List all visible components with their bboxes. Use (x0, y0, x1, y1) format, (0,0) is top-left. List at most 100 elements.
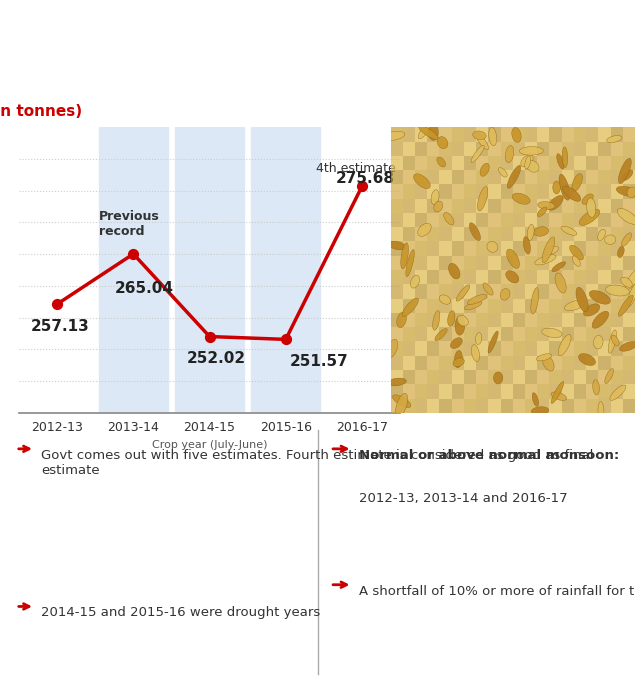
Ellipse shape (472, 131, 486, 140)
Bar (586, 256, 598, 270)
Text: 251.57: 251.57 (290, 354, 349, 369)
Bar (500, 341, 513, 356)
Ellipse shape (488, 331, 498, 353)
Bar (488, 299, 500, 313)
Bar (562, 227, 574, 241)
Ellipse shape (552, 262, 566, 272)
Bar (623, 341, 635, 356)
Bar (464, 270, 476, 284)
Bar (451, 327, 464, 341)
Bar (476, 127, 488, 142)
Ellipse shape (533, 227, 549, 236)
Ellipse shape (521, 155, 533, 167)
Bar (427, 313, 439, 327)
Ellipse shape (388, 241, 406, 250)
Ellipse shape (471, 345, 479, 361)
Ellipse shape (548, 195, 563, 211)
Bar (549, 284, 562, 299)
Bar (439, 156, 451, 170)
Bar (549, 256, 562, 270)
Ellipse shape (457, 315, 468, 326)
Bar (403, 170, 415, 184)
Bar (500, 156, 513, 170)
Bar (476, 341, 488, 356)
Ellipse shape (469, 223, 481, 241)
Bar (439, 284, 451, 299)
Bar (562, 384, 574, 398)
Bar (549, 184, 562, 199)
Bar (464, 370, 476, 384)
Ellipse shape (535, 255, 556, 265)
Ellipse shape (572, 173, 582, 191)
Bar (611, 398, 623, 413)
Ellipse shape (478, 186, 488, 211)
Bar (427, 341, 439, 356)
Text: 275.68: 275.68 (335, 171, 394, 186)
Ellipse shape (544, 246, 559, 255)
Bar (525, 270, 537, 284)
Bar (427, 199, 439, 213)
Ellipse shape (500, 288, 510, 300)
Bar (586, 384, 598, 398)
Bar (513, 142, 525, 156)
Bar (439, 213, 451, 227)
Bar (586, 170, 598, 184)
Text: A shortfall of 10% or more of rainfall for the entire monsoon season–June to Sep: A shortfall of 10% or more of rainfall f… (359, 585, 635, 598)
Ellipse shape (512, 193, 530, 204)
Bar (488, 184, 500, 199)
Bar (611, 199, 623, 213)
Bar (574, 313, 586, 327)
Bar (562, 299, 574, 313)
Bar (611, 370, 623, 384)
Bar (598, 384, 611, 398)
Ellipse shape (456, 285, 470, 301)
Ellipse shape (621, 277, 632, 287)
Bar (586, 327, 598, 341)
Text: ESTIMATE OF FOODGRAIN PRODUCTION: ESTIMATE OF FOODGRAIN PRODUCTION (19, 85, 420, 104)
Bar (427, 270, 439, 284)
Bar (451, 398, 464, 413)
Ellipse shape (598, 229, 605, 241)
Bar (574, 370, 586, 384)
Bar (586, 299, 598, 313)
Text: Previous
record: Previous record (99, 211, 160, 238)
Ellipse shape (493, 372, 503, 384)
Bar (439, 127, 451, 142)
Point (281, 334, 291, 345)
Bar (451, 284, 464, 299)
Bar (611, 241, 623, 256)
Bar (464, 184, 476, 199)
Bar (451, 241, 464, 256)
Bar (427, 384, 439, 398)
Bar (488, 142, 500, 156)
Ellipse shape (464, 301, 482, 310)
Bar (586, 370, 598, 384)
Bar (451, 156, 464, 170)
Ellipse shape (418, 125, 438, 140)
Ellipse shape (557, 153, 564, 169)
Bar (537, 170, 549, 184)
Bar (427, 256, 439, 270)
Ellipse shape (413, 174, 431, 189)
Ellipse shape (594, 335, 603, 349)
Bar (451, 199, 464, 213)
Ellipse shape (410, 275, 420, 288)
Ellipse shape (551, 392, 566, 400)
Bar (439, 256, 451, 270)
Bar (500, 327, 513, 341)
Bar (488, 398, 500, 413)
Bar (598, 184, 611, 199)
Bar (549, 313, 562, 327)
Ellipse shape (608, 330, 617, 354)
Bar (500, 227, 513, 241)
Ellipse shape (589, 290, 610, 304)
Ellipse shape (562, 147, 568, 167)
Bar (415, 227, 427, 241)
Bar (415, 327, 427, 341)
Ellipse shape (397, 312, 406, 327)
Bar (513, 284, 525, 299)
Bar (562, 184, 574, 199)
Bar (525, 213, 537, 227)
Bar (549, 170, 562, 184)
Bar (611, 256, 623, 270)
